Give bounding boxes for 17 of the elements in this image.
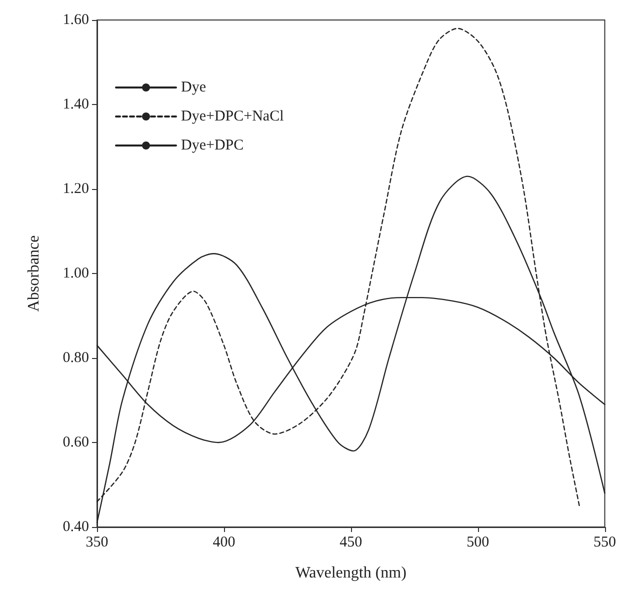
y-axis-title: Absorbance: [26, 235, 42, 312]
x-tick-label: 400: [212, 534, 236, 550]
x-tick-label: 350: [86, 534, 108, 550]
y-tick-label: 1.40: [62, 96, 89, 112]
x-axis-title: Wavelength (nm): [295, 564, 406, 582]
x-tick-label: 550: [594, 534, 616, 550]
x-tick-label: 450: [340, 534, 362, 550]
legend-label: Dye+DPC+NaCl: [181, 108, 284, 124]
y-tick-label: 1.20: [62, 181, 89, 197]
y-tick-label: 1.60: [62, 12, 89, 28]
legend-label: Dye+DPC: [181, 138, 244, 154]
y-tick-label: 0.40: [62, 519, 89, 535]
y-tick-label: 1.00: [62, 266, 89, 282]
y-tick-label: 0.80: [62, 350, 89, 366]
y-tick-label: 0.60: [62, 434, 89, 450]
x-tick-label: 500: [466, 534, 490, 550]
legend-label: Dye: [181, 80, 206, 96]
